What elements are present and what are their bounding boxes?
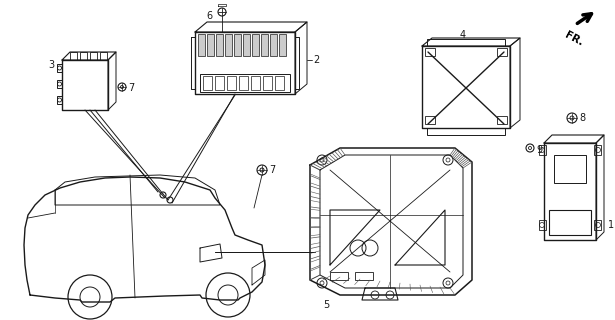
Bar: [425, 48, 435, 56]
Bar: [261, 34, 268, 56]
Text: 8: 8: [579, 113, 585, 123]
Bar: [198, 34, 205, 56]
Bar: [234, 34, 241, 56]
Bar: [239, 76, 248, 90]
Bar: [355, 272, 373, 280]
Text: 1: 1: [608, 220, 614, 230]
Text: 7: 7: [269, 165, 276, 175]
Bar: [270, 34, 277, 56]
Bar: [227, 76, 236, 90]
Bar: [57, 96, 62, 104]
Bar: [539, 220, 546, 230]
Bar: [200, 74, 290, 92]
Bar: [427, 39, 505, 46]
Bar: [425, 116, 435, 124]
Bar: [203, 76, 212, 90]
Bar: [594, 220, 601, 230]
Bar: [330, 272, 348, 280]
Bar: [554, 155, 586, 183]
Bar: [549, 210, 591, 235]
Bar: [243, 34, 250, 56]
Text: 7: 7: [128, 83, 134, 93]
Bar: [215, 76, 224, 90]
Text: FR.: FR.: [563, 30, 585, 48]
Bar: [594, 145, 601, 155]
Bar: [100, 52, 107, 60]
Text: 2: 2: [313, 55, 319, 65]
Bar: [263, 76, 272, 90]
Bar: [90, 52, 97, 60]
Bar: [57, 64, 62, 72]
Text: 3: 3: [48, 60, 54, 70]
Bar: [70, 52, 77, 60]
Bar: [80, 52, 87, 60]
Bar: [275, 76, 284, 90]
Bar: [497, 116, 507, 124]
Bar: [207, 34, 214, 56]
Bar: [216, 34, 223, 56]
Text: 6: 6: [206, 11, 212, 21]
Bar: [251, 76, 260, 90]
Text: 4: 4: [460, 30, 466, 40]
Bar: [252, 34, 259, 56]
Bar: [279, 34, 286, 56]
Bar: [427, 128, 505, 135]
Bar: [497, 48, 507, 56]
Bar: [57, 80, 62, 88]
Bar: [539, 145, 546, 155]
Text: 5: 5: [323, 300, 329, 310]
Text: 9: 9: [536, 145, 542, 155]
Bar: [225, 34, 232, 56]
